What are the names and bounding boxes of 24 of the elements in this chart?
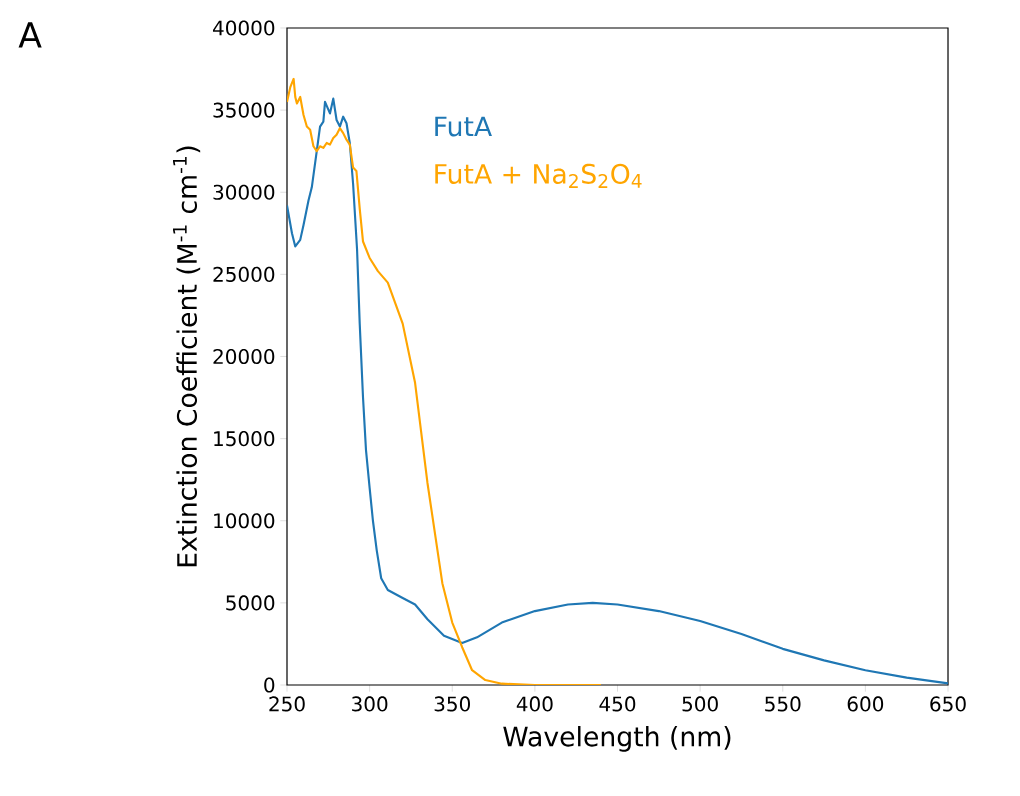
line-series	[287, 97, 949, 685]
x-tick-label: 400	[516, 696, 553, 712]
x-tick-label: 300	[352, 696, 388, 712]
x-tick-label: 450	[599, 696, 636, 712]
y-tick-label: 20000	[213, 348, 275, 365]
x-tick-label: 600	[847, 696, 884, 712]
x-tick-label: 500	[682, 696, 718, 712]
y-tick-label: 40000	[212, 20, 275, 36]
y-tick-label: 0	[264, 677, 275, 693]
x-axis-title: Wavelength (nm)	[503, 725, 731, 752]
x-tick-label: 250	[269, 696, 305, 712]
text: FutA	[435, 116, 492, 137]
y-tick-label: 25000	[213, 266, 275, 282]
x-tick-label: 350	[434, 696, 470, 712]
y-tick-label: 30000	[213, 184, 275, 200]
text: A	[18, 22, 42, 48]
y-tick-label: 5000	[226, 595, 275, 611]
y-tick-label: 15000	[214, 431, 275, 447]
x-tick-label: 650	[930, 696, 966, 712]
x-tick-label: 550	[765, 696, 801, 712]
text: FutA + Na$_{2}$S$_{2}$O$_{4}$	[435, 163, 642, 188]
y-tick-label: 35000	[213, 102, 275, 118]
y-tick-label: 10000	[214, 513, 275, 529]
y-axis-title: Extinction Coefficient (M$^{-1}$ cm$^{-1}$)	[173, 146, 201, 567]
